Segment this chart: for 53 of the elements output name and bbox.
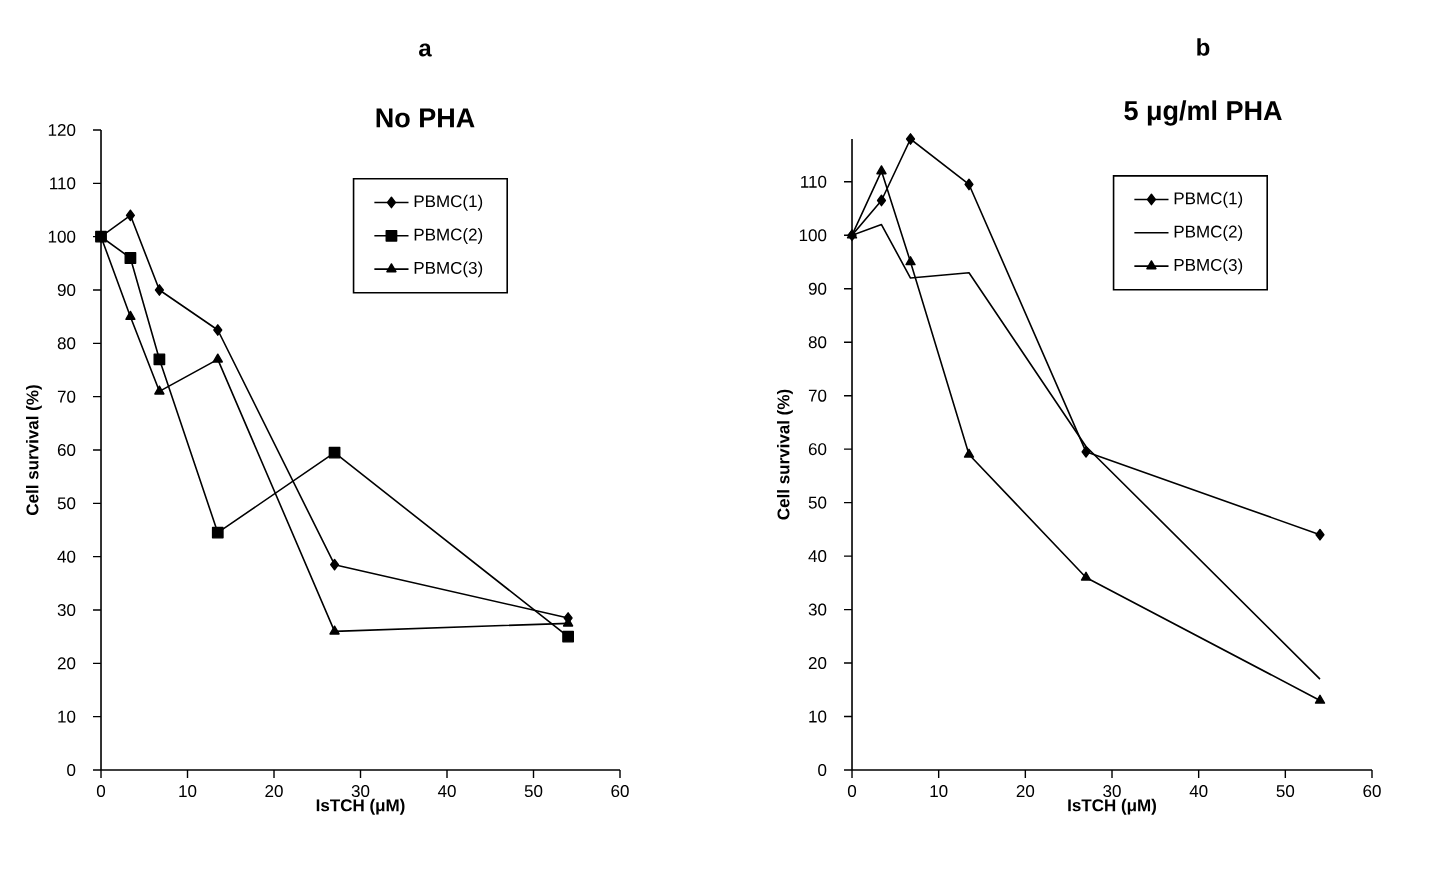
y-tick-label: 70 <box>808 389 827 402</box>
legend-label: PBMC(1) <box>1174 191 1243 208</box>
x-axis-title: IsTCH (μM) <box>316 798 405 815</box>
chart-title: a <box>419 43 432 57</box>
x-tick-label: 60 <box>611 785 629 798</box>
y-tick-label: 110 <box>801 175 827 188</box>
y-tick-label: 60 <box>808 443 827 456</box>
chart-title: b <box>1197 38 1210 56</box>
y-tick-label: 0 <box>818 764 827 777</box>
x-tick-label: 30 <box>1103 785 1121 798</box>
y-tick-label: 110 <box>50 177 76 190</box>
y-tick-label: 40 <box>808 550 827 563</box>
y-tick-label: 100 <box>799 229 827 242</box>
y-tick-label: 90 <box>808 282 827 295</box>
x-tick-label: 20 <box>1016 785 1035 798</box>
x-tick-label: 0 <box>847 785 857 798</box>
chart-subtitle: 5 μg/ml PHA <box>1124 100 1282 126</box>
x-tick-label: 10 <box>930 785 948 798</box>
x-tick-label: 0 <box>96 785 106 798</box>
x-tick-label: 20 <box>265 785 283 798</box>
y-tick-label: 70 <box>57 390 76 403</box>
y-tick-label: 10 <box>809 710 827 723</box>
x-tick-label: 30 <box>351 785 370 798</box>
legend-label: PBMC(3) <box>414 261 483 278</box>
y-tick-label: 90 <box>57 284 76 297</box>
y-tick-label: 40 <box>57 550 76 563</box>
y-tick-label: 0 <box>67 764 76 777</box>
y-tick-label: 20 <box>57 657 76 670</box>
y-tick-label: 120 <box>48 124 76 137</box>
y-tick-label: 50 <box>57 497 76 510</box>
x-tick-label: 50 <box>524 785 543 798</box>
y-tick-label: 60 <box>57 443 76 457</box>
y-axis-title: Cell survival (%) <box>777 389 793 520</box>
x-axis-title: IsTCH (μM) <box>1068 798 1156 815</box>
y-tick-label: 30 <box>57 604 76 617</box>
x-tick-label: 50 <box>1276 785 1295 798</box>
y-tick-label: 80 <box>808 336 827 349</box>
legend-label: PBMC(2) <box>1174 225 1243 241</box>
y-tick-label: 100 <box>48 230 76 243</box>
chart-subtitle: No PHA <box>376 108 475 128</box>
legend-label: PBMC(3) <box>1174 258 1243 275</box>
x-tick-label: 40 <box>437 785 456 798</box>
y-tick-label: 50 <box>808 496 827 509</box>
legend-label: PBMC(2) <box>414 228 483 244</box>
y-tick-label: 10 <box>58 710 76 723</box>
x-tick-label: 10 <box>179 785 197 798</box>
x-tick-label: 60 <box>1363 785 1381 798</box>
y-tick-label: 80 <box>57 337 76 350</box>
x-tick-label: 40 <box>1189 785 1208 798</box>
y-tick-label: 20 <box>808 657 827 670</box>
y-axis-title: Cell survival (%) <box>25 385 42 515</box>
legend-label: PBMC(1) <box>414 194 483 211</box>
y-tick-label: 30 <box>808 603 827 616</box>
